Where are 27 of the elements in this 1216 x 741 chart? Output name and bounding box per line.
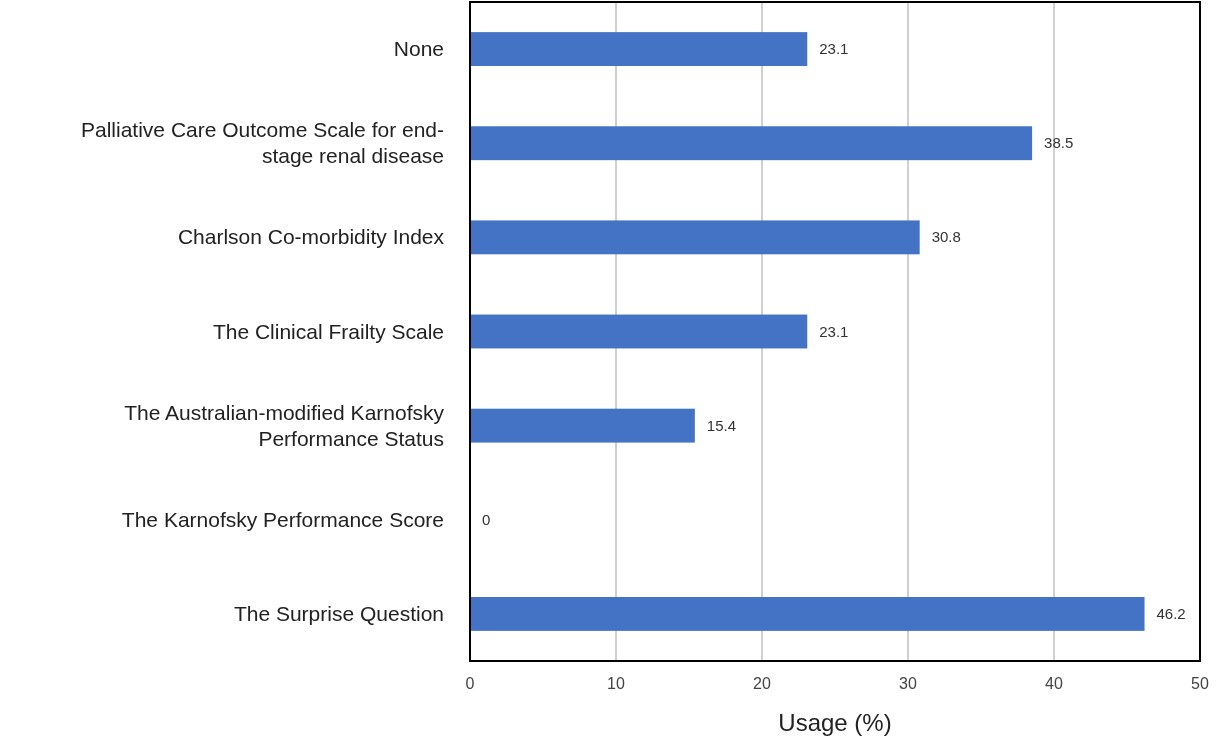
y-tick-label: None	[393, 37, 444, 61]
data-label: 0	[482, 510, 491, 528]
y-tick-label: The Australian-modified Karnofsky Performance Status	[124, 400, 445, 450]
bar	[470, 408, 695, 443]
data-label: 46.2	[1156, 604, 1186, 622]
x-tick-label: 50	[1191, 675, 1209, 692]
bar	[470, 32, 808, 67]
bar	[470, 126, 1033, 161]
y-tick-label: Charlson Co-morbidity Index	[177, 225, 445, 249]
bar	[470, 314, 808, 349]
y-tick-label: Palliative Care Outcome Scale for end-stage renal disease	[81, 118, 445, 168]
x-axis-title: Usage (%)	[778, 709, 892, 736]
y-tick-label: The Surprise Question	[233, 601, 444, 625]
bar	[470, 596, 1145, 631]
data-label: 23.1	[819, 40, 849, 58]
y-tick-label: The Clinical Frailty Scale	[212, 319, 444, 343]
x-tick-label: 20	[753, 675, 771, 692]
x-tick-label: 40	[1045, 675, 1063, 692]
data-label: 15.4	[706, 416, 737, 434]
y-tick-label: The Karnofsky Performance Score	[121, 507, 444, 531]
x-tick-label: 0	[465, 675, 475, 692]
data-label: 30.8	[931, 228, 961, 246]
data-label: 23.1	[819, 322, 849, 340]
bar	[470, 220, 920, 255]
data-label: 38.5	[1044, 134, 1074, 152]
x-tick-label: 30	[899, 675, 917, 692]
x-tick-label: 10	[607, 675, 625, 692]
